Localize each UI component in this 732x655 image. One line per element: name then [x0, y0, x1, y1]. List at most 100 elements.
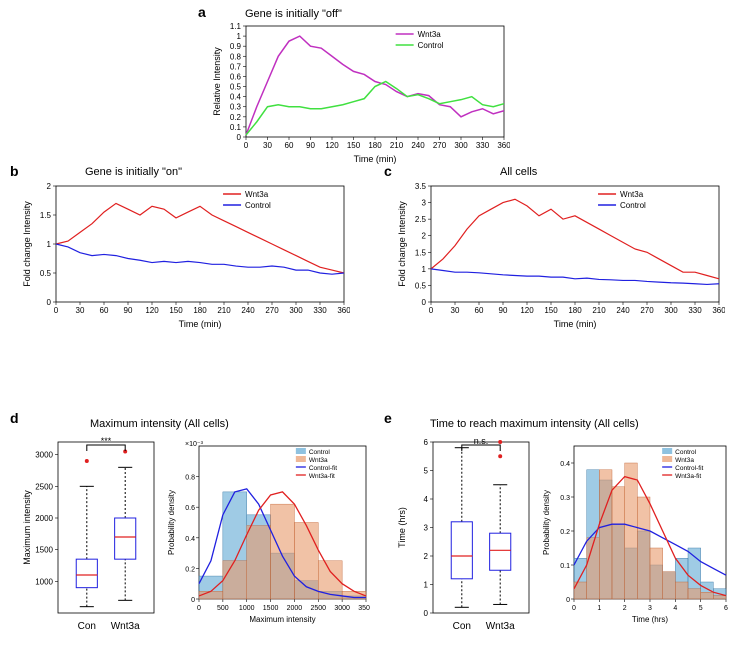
panel-d-hist: 050010001500200025003000350000.20.40.60.… — [165, 440, 370, 625]
svg-text:3: 3 — [648, 605, 652, 612]
svg-text:0: 0 — [572, 605, 576, 612]
panel-b-label: b — [10, 163, 19, 179]
svg-text:180: 180 — [368, 141, 382, 150]
svg-text:Control: Control — [309, 449, 331, 456]
svg-text:2500: 2500 — [35, 482, 53, 491]
svg-text:Time (min): Time (min) — [554, 319, 597, 329]
svg-text:Fold change Intensity: Fold change Intensity — [397, 201, 407, 287]
svg-text:150: 150 — [169, 306, 183, 315]
svg-text:Wnt3a: Wnt3a — [486, 621, 515, 632]
svg-text:0.6: 0.6 — [230, 72, 242, 81]
svg-text:Wnt3a-fit: Wnt3a-fit — [675, 473, 701, 480]
panel-a-chart: 030609012015018021024027030033036000.10.… — [210, 20, 510, 165]
svg-text:Time (min): Time (min) — [354, 154, 397, 164]
svg-text:Probability density: Probability density — [542, 490, 551, 555]
svg-text:Wnt3a: Wnt3a — [620, 190, 644, 199]
panel-d-boxplot: 10001500200025003000Maximum intensityCon… — [20, 430, 160, 635]
svg-text:30: 30 — [76, 306, 85, 315]
svg-text:Wnt3a: Wnt3a — [309, 457, 328, 464]
svg-text:4: 4 — [424, 495, 429, 504]
svg-text:60: 60 — [475, 306, 484, 315]
svg-text:0.5: 0.5 — [40, 269, 52, 278]
svg-text:1: 1 — [422, 265, 427, 274]
svg-text:Wnt3a: Wnt3a — [418, 30, 442, 39]
svg-text:Control: Control — [245, 201, 271, 210]
svg-text:2: 2 — [47, 182, 52, 191]
svg-text:Control-fit: Control-fit — [675, 465, 703, 472]
svg-text:2: 2 — [623, 605, 627, 612]
svg-text:0.2: 0.2 — [230, 113, 242, 122]
panel-e-label: e — [384, 410, 392, 426]
svg-text:Con: Con — [453, 621, 471, 632]
svg-text:2.5: 2.5 — [415, 215, 427, 224]
svg-text:0: 0 — [54, 306, 59, 315]
svg-text:3500: 3500 — [358, 605, 370, 612]
svg-text:Control: Control — [418, 41, 444, 50]
svg-text:0.8: 0.8 — [185, 475, 195, 482]
svg-text:Wnt3a-fit: Wnt3a-fit — [309, 473, 335, 480]
svg-text:330: 330 — [476, 141, 490, 150]
svg-text:0.7: 0.7 — [230, 62, 242, 71]
svg-text:1.5: 1.5 — [40, 211, 52, 220]
svg-text:0: 0 — [422, 298, 427, 307]
svg-text:0.3: 0.3 — [230, 103, 242, 112]
panel-d-title: Maximum intensity (All cells) — [90, 418, 229, 430]
svg-text:180: 180 — [568, 306, 582, 315]
svg-text:1000: 1000 — [239, 605, 255, 612]
svg-text:5: 5 — [424, 467, 429, 476]
svg-text:4: 4 — [673, 605, 677, 612]
svg-text:360: 360 — [497, 141, 510, 150]
svg-text:240: 240 — [411, 141, 425, 150]
svg-text:120: 120 — [520, 306, 534, 315]
svg-text:1: 1 — [237, 32, 242, 41]
svg-text:Time (hrs): Time (hrs) — [632, 615, 668, 624]
svg-text:30: 30 — [263, 141, 272, 150]
svg-text:0.4: 0.4 — [185, 536, 195, 543]
panel-c-title: All cells — [500, 166, 537, 178]
panel-a-title: Gene is initially "off" — [245, 8, 342, 20]
svg-text:0: 0 — [566, 597, 570, 604]
svg-text:360: 360 — [712, 306, 725, 315]
svg-text:3000: 3000 — [334, 605, 350, 612]
svg-text:0: 0 — [191, 597, 195, 604]
svg-text:330: 330 — [688, 306, 702, 315]
svg-text:n.s.: n.s. — [474, 436, 489, 446]
svg-text:120: 120 — [325, 141, 339, 150]
svg-text:Relative Intensity: Relative Intensity — [212, 47, 222, 116]
svg-text:0.5: 0.5 — [230, 83, 242, 92]
svg-text:Maximum intensity: Maximum intensity — [249, 615, 315, 624]
svg-text:0.6: 0.6 — [185, 505, 195, 512]
svg-text:90: 90 — [306, 141, 315, 150]
svg-text:0: 0 — [197, 605, 201, 612]
svg-text:6: 6 — [724, 605, 728, 612]
svg-text:0: 0 — [244, 141, 249, 150]
svg-text:270: 270 — [433, 141, 447, 150]
panel-b-title: Gene is initially "on" — [85, 166, 182, 178]
svg-text:300: 300 — [289, 306, 303, 315]
svg-text:330: 330 — [313, 306, 327, 315]
svg-text:Control: Control — [675, 449, 697, 456]
svg-text:2000: 2000 — [35, 514, 53, 523]
svg-text:1.1: 1.1 — [230, 22, 242, 31]
svg-text:0: 0 — [424, 609, 429, 618]
svg-text:0.4: 0.4 — [230, 93, 242, 102]
svg-text:5: 5 — [699, 605, 703, 612]
svg-text:210: 210 — [217, 306, 231, 315]
svg-text:1: 1 — [597, 605, 601, 612]
panel-e-boxplot: 0123456Time (hrs)ConWnt3an.s. — [395, 430, 535, 635]
svg-text:240: 240 — [616, 306, 630, 315]
svg-text:300: 300 — [664, 306, 678, 315]
svg-text:0: 0 — [47, 298, 52, 307]
svg-text:0.8: 0.8 — [230, 52, 242, 61]
svg-text:240: 240 — [241, 306, 255, 315]
panel-b-chart: 030609012015018021024027030033036000.511… — [20, 180, 350, 330]
svg-text:1: 1 — [424, 581, 429, 590]
svg-text:60: 60 — [100, 306, 109, 315]
svg-text:Wnt3a: Wnt3a — [111, 621, 140, 632]
svg-text:0.1: 0.1 — [230, 123, 242, 132]
svg-text:2000: 2000 — [287, 605, 303, 612]
panel-c-chart: 030609012015018021024027030033036000.511… — [395, 180, 725, 330]
svg-text:90: 90 — [124, 306, 133, 315]
svg-text:0.1: 0.1 — [560, 563, 570, 570]
svg-text:×10⁻³: ×10⁻³ — [185, 441, 204, 448]
